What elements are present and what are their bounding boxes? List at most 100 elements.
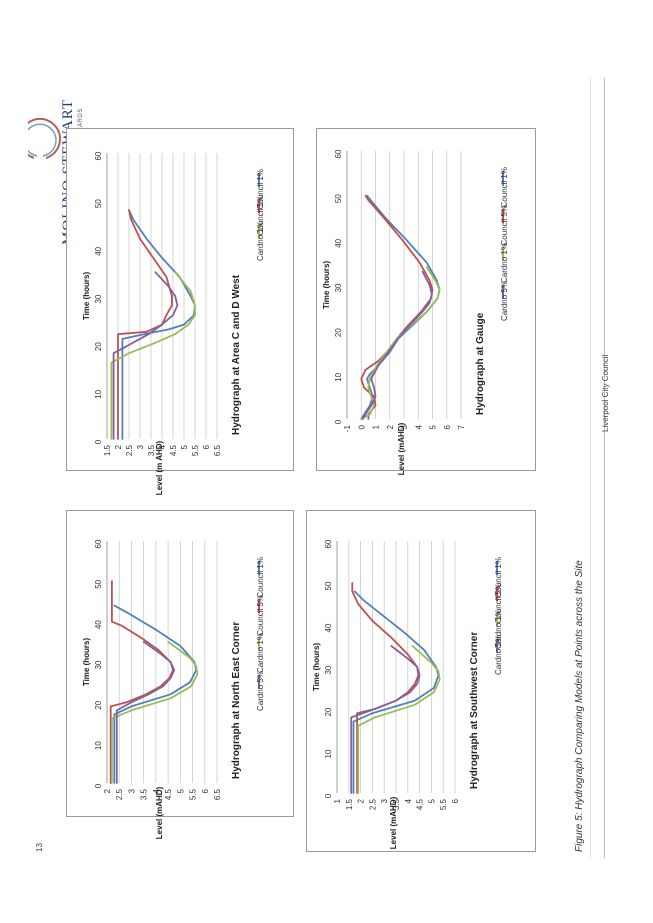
series-line-cardno-1 xyxy=(110,271,196,440)
x-tick-label: 40 xyxy=(324,623,333,632)
y-tick-label: 2.5 xyxy=(368,798,377,810)
legend-label: Council 5% xyxy=(256,195,265,235)
x-tick-label: 60 xyxy=(324,539,333,548)
series-line-council-5 xyxy=(117,209,173,440)
y-tick-label: 2.5 xyxy=(125,444,134,456)
x-tick-label: 50 xyxy=(324,581,333,590)
series-line-cardno-1 xyxy=(111,640,199,784)
chart-title: Hydrograph at Southwest Corner xyxy=(469,632,480,789)
y-tick-label: 5 xyxy=(180,444,189,449)
series-line-cardno-5 xyxy=(350,645,421,794)
y-tick-label: 4.5 xyxy=(169,444,178,456)
x-tick-label: 40 xyxy=(94,620,103,629)
y-tick-label: 1 xyxy=(333,798,342,803)
chart-panel-north-east: 2 2.5 3 3.5 4 4.5 5 5.5 6 6.5 0 10 20 30 40 50 60 Level (… xyxy=(66,510,294,839)
chart-title: Hydrograph at Gauge xyxy=(475,312,486,415)
y-axis-label: Level (m AHD) xyxy=(155,440,164,495)
legend-label: Cardno 5% xyxy=(500,281,509,321)
logo-emblem xyxy=(28,118,61,159)
series-line-council-5 xyxy=(360,194,434,420)
x-tick-label: 0 xyxy=(94,439,103,444)
x-tick-label: 60 xyxy=(334,149,343,158)
series-line-council-5 xyxy=(351,582,420,794)
x-tick-label: 10 xyxy=(334,372,343,381)
legend-label: Cardno 1% xyxy=(256,221,265,261)
legend-label: Council 5% xyxy=(500,205,509,245)
x-tick-label: 0 xyxy=(324,793,333,798)
legend-label: Council 1% xyxy=(256,169,265,209)
x-tick-label: 60 xyxy=(94,151,103,160)
x-tick-label: 30 xyxy=(94,294,103,303)
legend-item-council-1: Council 1% xyxy=(256,169,265,209)
x-tick-label: 40 xyxy=(94,246,103,255)
y-tick-label: 4.5 xyxy=(164,788,173,800)
y-tick-label: 6.5 xyxy=(213,788,222,800)
chart-panel-southwest: 1 1.5 2 2.5 3 3.5 4 4.5 5 5.5 6 0 10 20 30 40 50 60 Level … xyxy=(306,510,536,852)
y-tick-label: 4 xyxy=(404,798,413,803)
figure-caption: Figure 5: Hydrograph Comparing Models at… xyxy=(574,560,585,852)
x-tick-label: 30 xyxy=(334,283,343,292)
y-tick-label: 1.5 xyxy=(103,444,112,456)
chart-title: Hydrograph at North East Corner xyxy=(231,622,242,779)
x-tick-label: 50 xyxy=(94,199,103,208)
y-tick-label: 5.5 xyxy=(189,788,198,800)
y-tick-label: 5 xyxy=(176,788,185,793)
x-tick-label: 30 xyxy=(94,660,103,669)
legend-label: Cardno 1% xyxy=(500,243,509,283)
x-tick-label: 20 xyxy=(94,342,103,351)
y-tick-label: 2 xyxy=(357,798,366,803)
legend-item-cardno-1: Cardno 1% xyxy=(256,633,265,673)
y-tick-label: -1 xyxy=(343,424,352,432)
legend-item-cardno-1: Cardno 1% xyxy=(494,609,503,649)
legend-label: Cardno 1% xyxy=(256,633,265,673)
y-tick-label: 4 xyxy=(152,788,161,793)
y-tick-label: 7 xyxy=(457,424,466,429)
y-tick-label: 4 xyxy=(414,424,423,429)
y-tick-label: 4.5 xyxy=(416,798,425,810)
legend-item-council-5: Council 5% xyxy=(500,205,509,245)
x-tick-label: 20 xyxy=(94,700,103,709)
legend-item-cardno-1: Cardno 1% xyxy=(256,221,265,261)
y-tick-label: 2 xyxy=(114,444,123,449)
y-tick-label: 6 xyxy=(443,424,452,429)
y-tick-label: 1.5 xyxy=(345,798,354,810)
y-tick-label: 5.5 xyxy=(191,444,200,456)
x-axis-label: Time (hours) xyxy=(312,643,321,692)
y-tick-label: 3 xyxy=(400,424,409,429)
legend-item-cardno-5: Cardno 5% xyxy=(500,281,509,321)
chart-southwest: 1 1.5 2 2.5 3 3.5 4 4.5 5 5.5 60102030405060Level … xyxy=(312,539,503,849)
x-tick-label: 0 xyxy=(94,783,103,788)
x-tick-label: 10 xyxy=(94,389,103,398)
series-line-council-5 xyxy=(109,580,174,784)
legend-label: Cardno 5% xyxy=(494,635,503,675)
y-tick-label: 6 xyxy=(451,798,460,803)
y-tick-label: 2.5 xyxy=(115,788,124,800)
x-tick-label: 50 xyxy=(94,579,103,588)
legend-label: Cardno 1% xyxy=(494,609,503,649)
y-tick-label: 0 xyxy=(357,424,366,429)
series-line-cardno-5 xyxy=(112,271,179,440)
legend-label: Council 5% xyxy=(494,583,503,623)
y-tick-label: 4 xyxy=(158,444,167,449)
y-tick-label: 6 xyxy=(201,788,210,793)
x-tick-label: 20 xyxy=(334,328,343,337)
y-tick-label: 1 xyxy=(372,424,381,429)
x-tick-label: 30 xyxy=(324,665,333,674)
legend-label: Council 1% xyxy=(494,557,503,597)
y-tick-label: 3.5 xyxy=(140,788,149,800)
x-tick-label: 0 xyxy=(334,419,343,424)
x-tick-label: 10 xyxy=(324,749,333,758)
legend-label: Council 1% xyxy=(256,557,265,597)
logo: MOLINO STEWART ENVIRONMENT & NATURAL HAZ… xyxy=(28,40,88,245)
x-axis-label: Time (hours) xyxy=(322,261,331,310)
legend-label: Council 1% xyxy=(500,167,509,207)
legend-item-council-5: Council 5% xyxy=(256,595,265,635)
x-tick-label: 50 xyxy=(334,194,343,203)
x-tick-label: 60 xyxy=(94,539,103,548)
header-rule xyxy=(604,78,605,858)
y-tick-label: 3.5 xyxy=(147,444,156,456)
series-line-cardno-1 xyxy=(357,645,441,794)
legend-label: Cardno 5% xyxy=(256,671,265,711)
series-line-cardno-5 xyxy=(115,640,176,784)
